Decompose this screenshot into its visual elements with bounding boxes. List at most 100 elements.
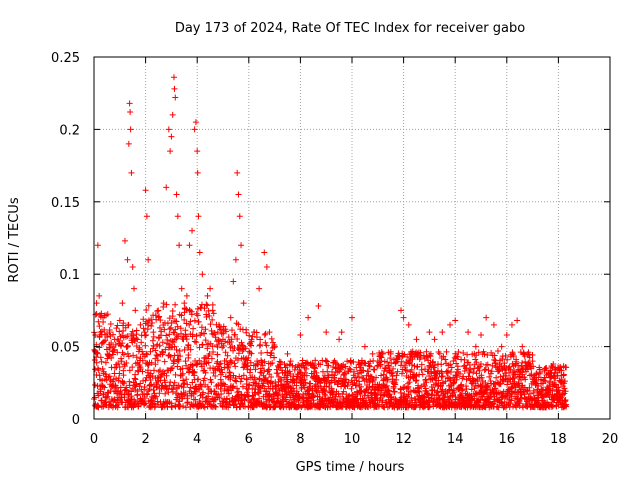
data-point bbox=[158, 328, 165, 335]
data-point bbox=[338, 362, 345, 369]
data-point bbox=[268, 350, 275, 357]
data-point bbox=[168, 400, 175, 407]
data-point bbox=[501, 398, 508, 405]
data-point bbox=[115, 360, 122, 367]
data-point bbox=[402, 366, 409, 373]
data-point bbox=[116, 370, 123, 377]
data-point bbox=[235, 321, 242, 328]
data-point bbox=[156, 313, 163, 320]
data-point bbox=[350, 358, 357, 365]
data-point bbox=[507, 366, 514, 373]
data-point bbox=[168, 404, 175, 411]
data-point bbox=[207, 285, 214, 292]
data-point bbox=[360, 367, 367, 374]
data-point bbox=[130, 332, 137, 339]
data-point bbox=[156, 324, 163, 331]
data-point bbox=[102, 337, 109, 344]
data-point bbox=[386, 391, 393, 398]
data-point bbox=[401, 362, 408, 369]
data-point bbox=[204, 345, 211, 352]
data-point bbox=[367, 358, 374, 365]
y-tick-label: 0.05 bbox=[51, 341, 80, 356]
data-point bbox=[187, 384, 194, 391]
data-point bbox=[145, 256, 152, 263]
data-point bbox=[184, 381, 191, 388]
data-point bbox=[278, 377, 285, 384]
data-point bbox=[103, 394, 110, 401]
data-point bbox=[223, 328, 230, 335]
data-point bbox=[162, 346, 169, 353]
data-point bbox=[414, 363, 421, 370]
data-point bbox=[246, 369, 253, 376]
data-point bbox=[153, 384, 160, 391]
data-point bbox=[352, 382, 359, 389]
data-point bbox=[277, 359, 284, 366]
data-point bbox=[141, 395, 148, 402]
data-point bbox=[406, 360, 413, 367]
data-point bbox=[243, 329, 250, 336]
data-point bbox=[117, 384, 124, 391]
data-point bbox=[439, 386, 446, 393]
data-point bbox=[178, 330, 185, 337]
data-point bbox=[206, 312, 213, 319]
data-point bbox=[119, 300, 126, 307]
data-point bbox=[376, 401, 383, 408]
data-point bbox=[107, 333, 114, 340]
data-point bbox=[152, 361, 159, 368]
data-point bbox=[141, 383, 148, 390]
data-point bbox=[172, 301, 179, 308]
data-point bbox=[558, 376, 565, 383]
data-point bbox=[192, 396, 199, 403]
data-point bbox=[217, 360, 224, 367]
data-point bbox=[228, 336, 235, 343]
data-point bbox=[316, 394, 323, 401]
data-point bbox=[398, 307, 405, 314]
data-point bbox=[101, 384, 108, 391]
data-point bbox=[167, 148, 174, 155]
data-point bbox=[463, 385, 470, 392]
data-point bbox=[92, 366, 99, 373]
data-point bbox=[92, 332, 99, 339]
data-point bbox=[96, 292, 103, 299]
data-point bbox=[247, 359, 254, 366]
data-point bbox=[369, 350, 376, 357]
data-point bbox=[111, 346, 118, 353]
data-point bbox=[508, 321, 515, 328]
data-point bbox=[110, 331, 117, 338]
data-point bbox=[124, 256, 131, 263]
data-point bbox=[189, 362, 196, 369]
data-point bbox=[408, 351, 415, 358]
data-point bbox=[257, 341, 264, 348]
data-point bbox=[254, 361, 261, 368]
data-point bbox=[110, 347, 117, 354]
data-point bbox=[152, 393, 159, 400]
data-point bbox=[175, 333, 182, 340]
data-point bbox=[121, 380, 128, 387]
data-point bbox=[111, 336, 118, 343]
data-point bbox=[140, 316, 147, 323]
data-point bbox=[537, 369, 544, 376]
data-point bbox=[438, 369, 445, 376]
y-axis-label: ROTI / TECUs bbox=[7, 197, 22, 282]
data-point bbox=[99, 365, 106, 372]
data-point bbox=[152, 347, 159, 354]
data-point bbox=[144, 390, 151, 397]
data-point bbox=[203, 301, 210, 308]
data-point bbox=[223, 395, 230, 402]
data-point bbox=[177, 325, 184, 332]
data-point bbox=[494, 347, 501, 354]
data-point bbox=[94, 242, 101, 249]
data-point bbox=[201, 330, 208, 337]
data-point bbox=[503, 372, 510, 379]
data-point bbox=[149, 319, 156, 326]
data-point bbox=[468, 386, 475, 393]
data-point bbox=[289, 362, 296, 369]
data-point bbox=[413, 401, 420, 408]
x-tick-label: 6 bbox=[245, 432, 253, 447]
data-point bbox=[514, 317, 521, 324]
data-point bbox=[168, 385, 175, 392]
data-point bbox=[220, 342, 227, 349]
data-point bbox=[124, 343, 131, 350]
data-point bbox=[555, 384, 562, 391]
data-point bbox=[126, 100, 133, 107]
